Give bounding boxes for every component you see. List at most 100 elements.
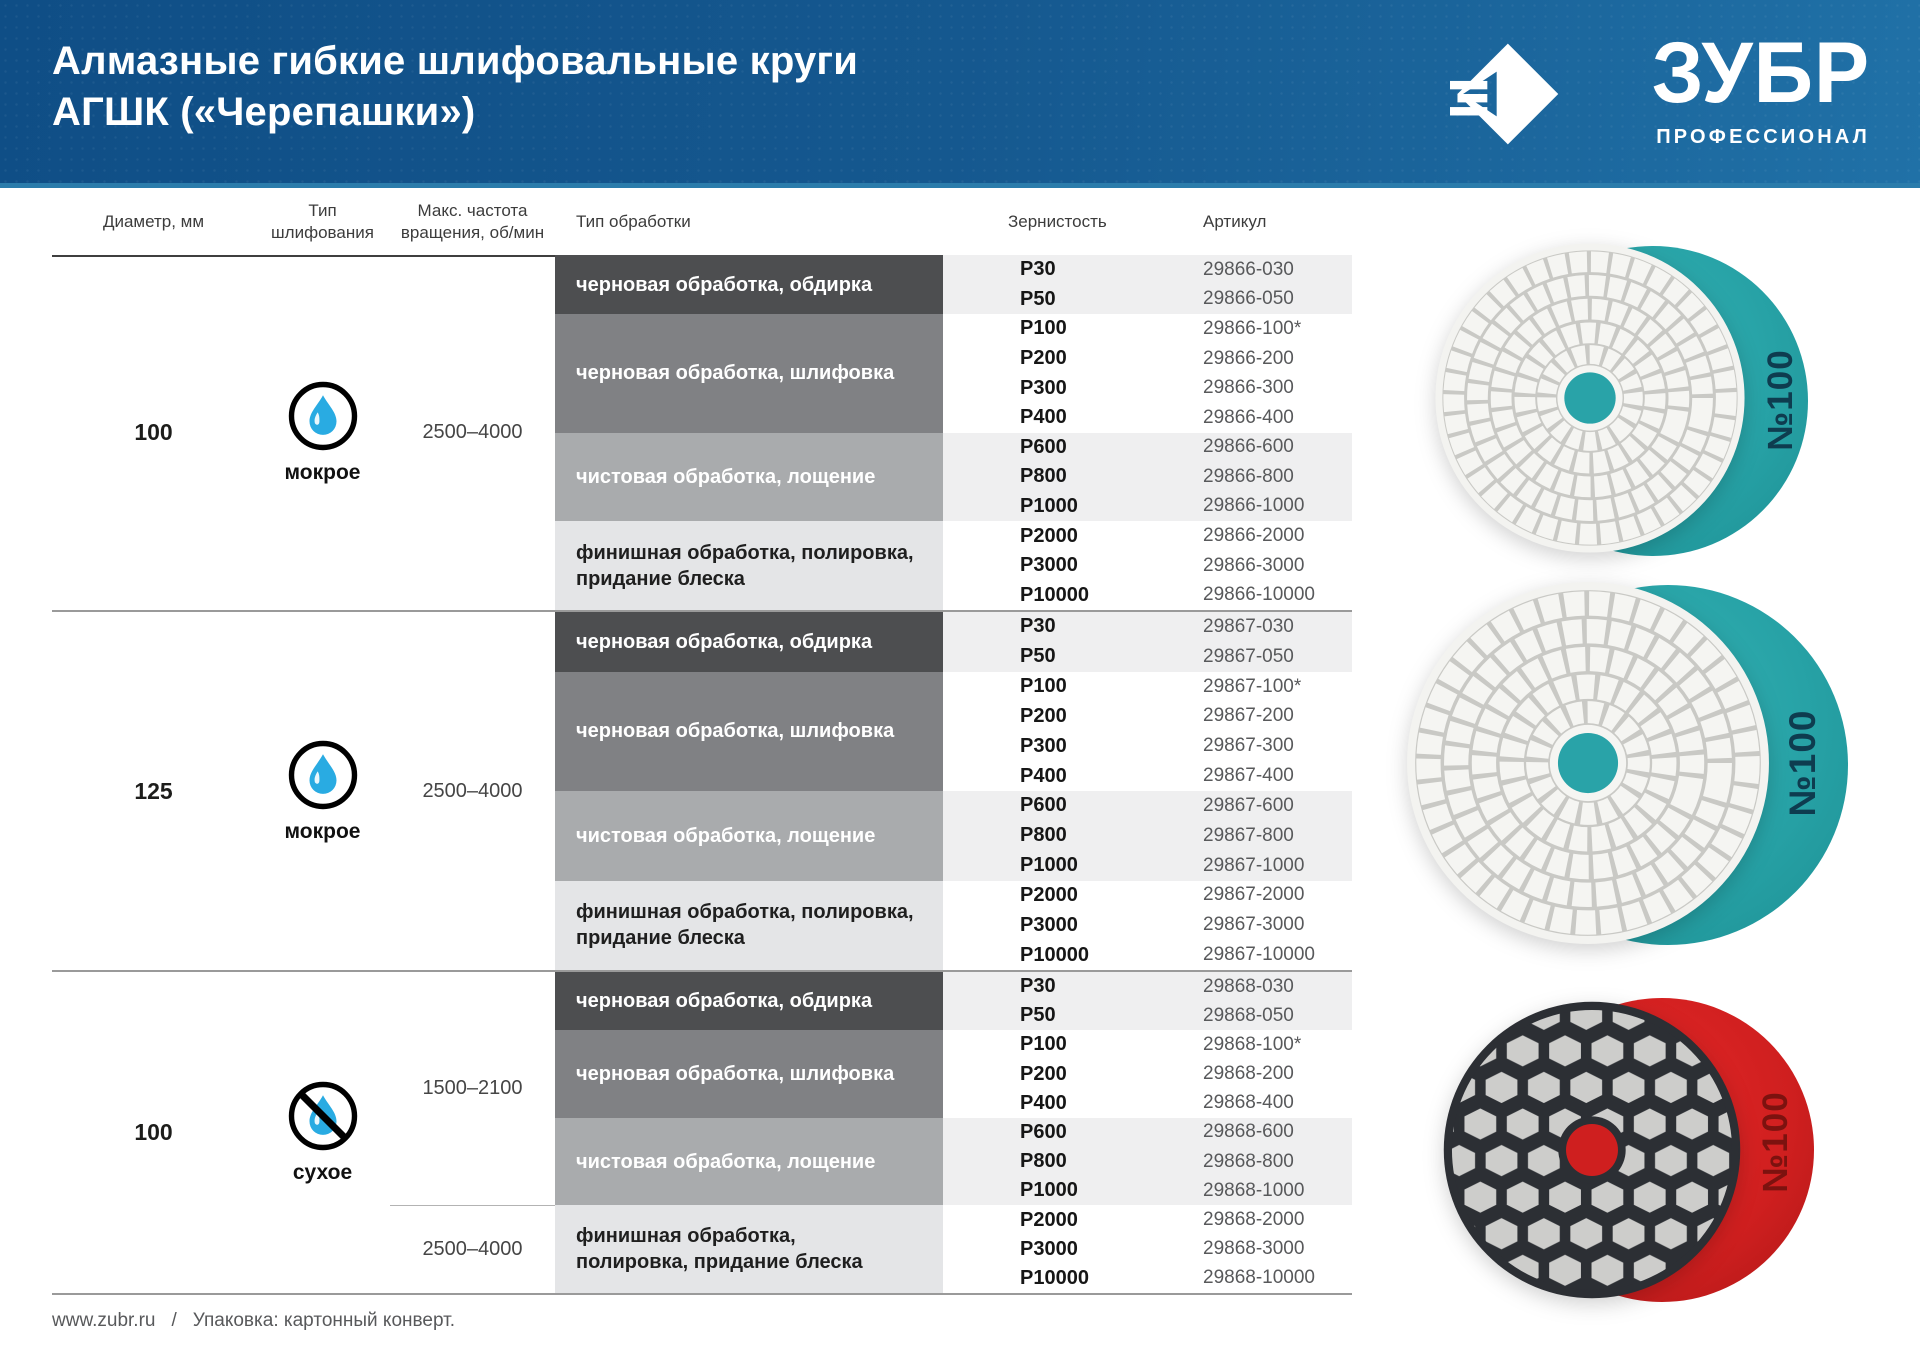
grit-value: P400: [943, 761, 1160, 791]
product-group: 100 мокрое 2500–4000 черновая обработка, об…: [52, 255, 1352, 610]
grit-value: P2000: [943, 880, 1160, 911]
col-header-diameter: Диаметр, мм: [102, 211, 205, 231]
sku-value: 29866-100*: [1160, 314, 1352, 344]
col-header-grinding-type: Тип шлифования: [271, 201, 374, 242]
processing-type-block: черновая обработка, шлифовка: [555, 314, 943, 433]
grit-value: P400: [943, 402, 1160, 433]
page-title-line1: Алмазные гибкие шлифовальные круги: [52, 39, 859, 83]
grit-value: P50: [943, 641, 1160, 672]
grit-value: P1000: [943, 1176, 1160, 1206]
max-speed-value: 2500–4000: [422, 779, 523, 802]
processing-type-block: чистовая обработка, лощение: [555, 1117, 943, 1206]
sku-value: 29867-100*: [1160, 671, 1352, 702]
processing-type-block: финишная обработка, полировка, придание …: [555, 880, 943, 970]
water-drop-icon: [288, 740, 357, 809]
sku-value: 29866-10000: [1160, 580, 1352, 610]
sku-value: 29867-600: [1160, 791, 1352, 821]
grit-value: P30: [943, 972, 1160, 1002]
no-water-icon: [288, 1081, 357, 1151]
max-speed-value: 1500–2100: [422, 1077, 523, 1100]
grit-value: P1000: [943, 850, 1160, 881]
sku-value: 29868-100*: [1160, 1030, 1352, 1060]
grit-value: P600: [943, 1117, 1160, 1148]
packaging-note: Упаковка: картонный конверт.: [192, 1310, 455, 1331]
grinding-type-label: мокрое: [284, 819, 361, 843]
grit-value: P800: [943, 462, 1160, 492]
diameter-value: 100: [134, 1118, 173, 1145]
grit-value: P200: [943, 701, 1160, 732]
footer-separator: /: [171, 1310, 177, 1331]
grit-value: P100: [943, 1030, 1160, 1060]
brand-name: ЗУБР: [1651, 25, 1870, 121]
sku-value: 29866-200: [1160, 343, 1352, 374]
sku-value: 29868-2000: [1160, 1205, 1352, 1235]
processing-type-block: чистовая обработка, лощение: [555, 432, 943, 522]
sku-value: 29867-200: [1160, 701, 1352, 732]
sku-value: 29867-400: [1160, 761, 1352, 791]
sku-value: 29867-2000: [1160, 880, 1352, 911]
grinding-type-cell: мокрое: [255, 255, 390, 610]
grinding-type-cell: мокрое: [255, 612, 390, 970]
sku-value: 29866-2000: [1160, 521, 1352, 551]
sku-value: 29867-3000: [1160, 910, 1352, 941]
sku-value: 29866-030: [1160, 255, 1352, 285]
col-header-sku: Артикул: [1203, 211, 1267, 231]
grit-value: P800: [943, 820, 1160, 851]
grit-value: P200: [943, 343, 1160, 374]
grit-value: P600: [943, 432, 1160, 463]
sku-value: 29867-1000: [1160, 850, 1352, 881]
grit-value: P2000: [943, 521, 1160, 551]
sku-value: 29866-600: [1160, 432, 1352, 463]
grit-value: P50: [943, 1001, 1160, 1031]
sku-value: 29866-300: [1160, 373, 1352, 403]
grit-value: P30: [943, 612, 1160, 642]
grit-value: P1000: [943, 491, 1160, 522]
brand-logo: ЗУБР ПРОФЕССИОНАЛ: [1450, 25, 1870, 165]
grit-value: P30: [943, 255, 1160, 285]
grit-value: P800: [943, 1147, 1160, 1177]
grit-value: P2000: [943, 1205, 1160, 1235]
grinding-type-label: сухое: [292, 1160, 353, 1184]
mosaic-disc-image: [1432, 240, 1748, 556]
grit-badge: №100: [1756, 1091, 1795, 1193]
grit-value: P3000: [943, 910, 1160, 941]
processing-type-block: финишная обработка, полировка, придание …: [555, 521, 943, 610]
brand-subtitle: ПРОФЕССИОНАЛ: [1656, 126, 1870, 148]
processing-type-block: черновая обработка, шлифовка: [555, 1030, 943, 1118]
sku-value: 29866-800: [1160, 462, 1352, 492]
sku-value: 29868-200: [1160, 1059, 1352, 1089]
grit-badge: №100: [1782, 709, 1823, 817]
grit-value: P50: [943, 284, 1160, 315]
page-title-line2: АГШК («Черепашки»): [52, 90, 476, 134]
grit-value: P200: [943, 1059, 1160, 1089]
sku-value: 29866-400: [1160, 402, 1352, 433]
product-group: 125 мокрое 2500–4000 черновая обработка, об…: [52, 610, 1352, 970]
processing-type-block: черновая обработка, обдирка: [555, 255, 943, 315]
grit-value: P100: [943, 671, 1160, 702]
grinding-type-label: мокрое: [284, 461, 361, 484]
processing-type-block: черновая обработка, обдирка: [555, 612, 943, 672]
processing-type-block: финишная обработка, полировка, придание …: [555, 1205, 943, 1293]
col-header-max-speed: Макс. частота вращения, об/мин: [400, 201, 545, 242]
sku-value: 29867-300: [1160, 731, 1352, 762]
mosaic-disc-image: [1403, 578, 1773, 948]
sku-value: 29867-050: [1160, 641, 1352, 672]
diameter-value: 100: [134, 419, 173, 445]
grit-value: P300: [943, 373, 1160, 403]
grit-value: P400: [943, 1088, 1160, 1118]
diameter-value: 125: [134, 777, 173, 804]
sku-value: 29868-1000: [1160, 1176, 1352, 1206]
website-link[interactable]: www.zubr.ru: [52, 1310, 156, 1331]
sku-value: 29868-600: [1160, 1117, 1352, 1148]
sku-value: 29867-10000: [1160, 940, 1352, 970]
max-speed-value: 2500–4000: [422, 421, 523, 443]
sku-value: 29868-050: [1160, 1001, 1352, 1031]
processing-type-block: чистовая обработка, лощение: [555, 791, 943, 881]
grit-value: P100: [943, 314, 1160, 344]
page-header: Алмазные гибкие шлифовальные круги АГШК …: [0, 0, 1920, 188]
grit-badge: №100: [1761, 349, 1800, 451]
grit-value: P10000: [943, 580, 1160, 610]
grit-value: P300: [943, 731, 1160, 762]
water-drop-icon: [288, 381, 357, 451]
sku-value: 29868-10000: [1160, 1263, 1352, 1293]
